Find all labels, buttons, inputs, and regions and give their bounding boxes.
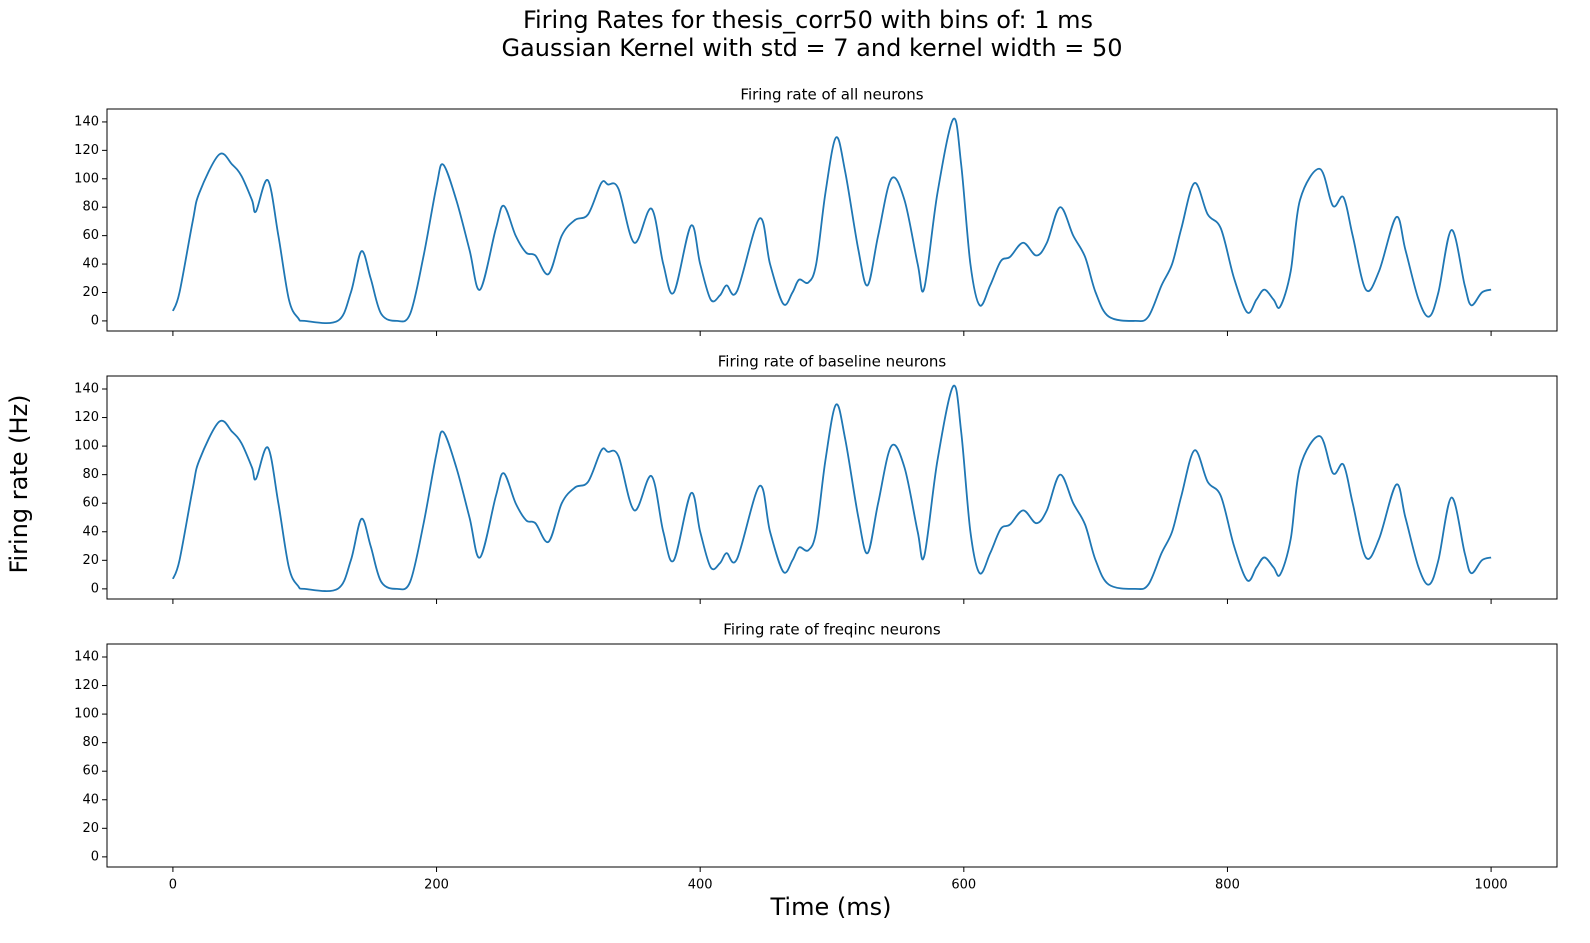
subplot-title: Firing rate of freqinc neurons [723,621,941,639]
data-line [172,117,1492,325]
plot-frame [106,375,1558,600]
y-tick-label: 100 [74,439,99,454]
x-tick-label: 400 [688,878,713,893]
y-axis-label: Firing rate (Hz) [5,394,33,573]
y-tick-label: 60 [82,228,99,243]
y-tick-label: 20 [82,821,99,836]
y-tick-label: 0 [91,849,99,864]
y-tick-label: 120 [74,410,99,425]
x-axis-label: Time (ms) [770,893,892,921]
y-tick-label: 140 [74,649,99,664]
y-tick-label: 60 [82,764,99,779]
x-tick-label: 0 [169,878,177,893]
x-tick-label: 800 [1215,878,1240,893]
x-tick-label: 1000 [1475,878,1508,893]
y-tick-label: 120 [74,678,99,693]
y-tick-label: 20 [82,285,99,300]
y-tick-label: 140 [74,114,99,129]
y-tick-label: 40 [82,524,99,539]
x-tick-label: 200 [424,878,449,893]
y-tick-label: 140 [74,381,99,396]
figure-title: Firing Rates for thesis_corr50 with bins… [523,6,1093,34]
y-tick-label: 100 [74,171,99,186]
y-tick-label: 100 [74,707,99,722]
y-tick-label: 80 [82,467,99,482]
y-tick-label: 60 [82,496,99,511]
y-tick-label: 40 [82,792,99,807]
subplot-title: Firing rate of baseline neurons [718,353,947,371]
y-tick-label: 20 [82,553,99,568]
figure-subtitle: Gaussian Kernel with std = 7 and kernel … [501,34,1122,62]
plot-frame [106,643,1558,868]
subplot-title: Firing rate of all neurons [740,86,923,104]
plot-frame [106,108,1558,332]
y-tick-label: 0 [91,581,99,596]
data-line [172,384,1492,592]
y-tick-label: 80 [82,200,99,215]
y-tick-label: 80 [82,735,99,750]
y-tick-label: 40 [82,257,99,272]
y-tick-label: 0 [91,313,99,328]
y-tick-label: 120 [74,143,99,158]
x-tick-label: 600 [951,878,976,893]
